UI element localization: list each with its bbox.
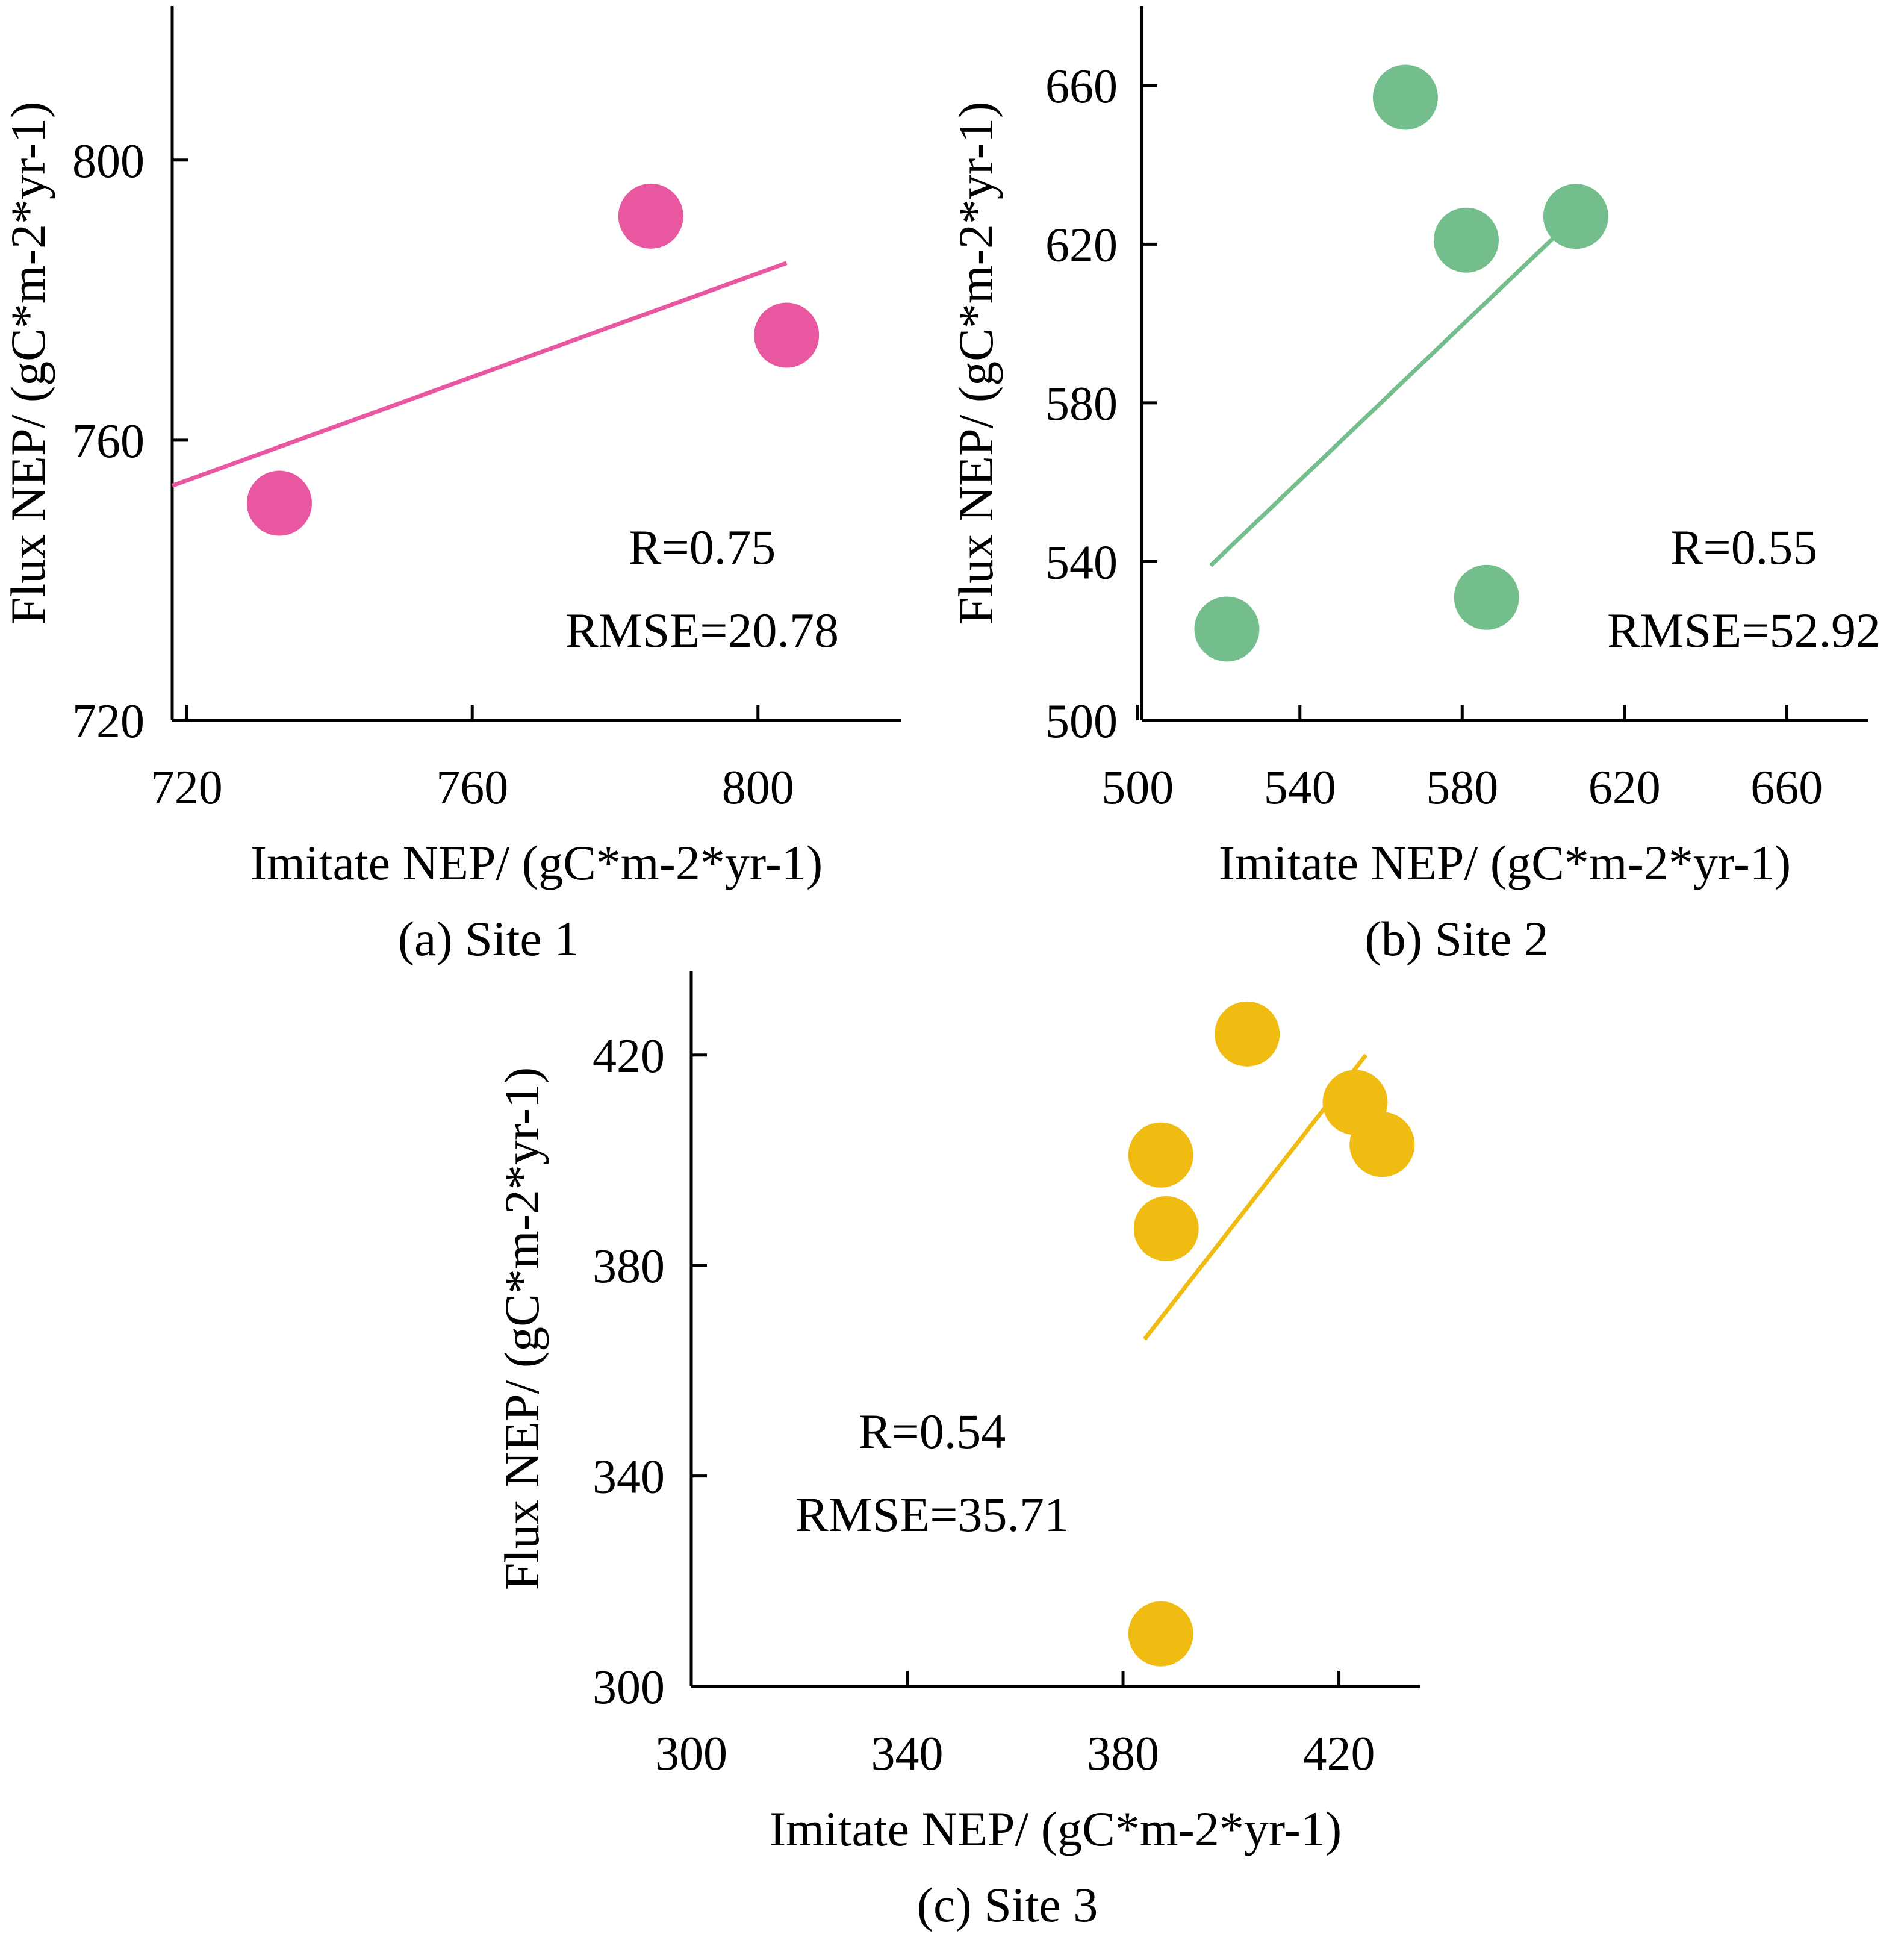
rmse-label: RMSE=52.92 — [1607, 603, 1881, 658]
chart-panel-site3: 300 340 380 420 300 340 380 420 Imitate NEP/ (gC… — [494, 971, 1420, 1932]
x-axis-title: Imitate NEP/ (gC*m-2*yr-1) — [1219, 835, 1791, 890]
r-value-label: R=0.54 — [859, 1404, 1006, 1459]
data-point — [246, 470, 312, 536]
chart-panel-site1: 720 760 800 720 760 800 Imitate NEP/ (gC*m-2*y… — [1, 6, 901, 966]
data-point — [1349, 1112, 1415, 1177]
y-tick-label: 580 — [1045, 378, 1118, 431]
y-axis-title: Flux NEP/ (gC*m-2*yr-1) — [1, 102, 55, 625]
data-point — [1372, 64, 1438, 130]
rmse-label: RMSE=35.71 — [795, 1487, 1069, 1542]
data-point — [754, 302, 820, 368]
x-tick-label: 760 — [436, 761, 508, 814]
x-tick-label: 500 — [1101, 761, 1174, 814]
y-tick-label: 620 — [1045, 219, 1118, 272]
x-tick-label: 380 — [1087, 1727, 1159, 1780]
data-point — [1194, 596, 1260, 662]
y-tick-label: 800 — [72, 135, 145, 188]
y-tick-label: 340 — [593, 1451, 665, 1504]
panel-caption: (c) Site 3 — [917, 1877, 1098, 1932]
x-axis-title: Imitate NEP/ (gC*m-2*yr-1) — [250, 835, 823, 890]
x-tick-label: 720 — [151, 761, 223, 814]
y-tick-label: 300 — [593, 1661, 665, 1714]
data-point — [1133, 1196, 1199, 1262]
x-tick-label: 340 — [871, 1727, 944, 1780]
r-value-label: R=0.55 — [1670, 520, 1817, 575]
chart-panel-site2: 500 540 580 620 660 500 540 580 620 660 Imitate NE… — [948, 6, 1881, 966]
regression-line — [1209, 222, 1569, 567]
y-tick-label: 760 — [72, 415, 145, 468]
x-tick-label: 620 — [1588, 761, 1661, 814]
data-point — [1128, 1122, 1193, 1188]
rmse-label: RMSE=20.78 — [565, 603, 839, 658]
y-axis-title: Flux NEP/ (gC*m-2*yr-1) — [948, 102, 1003, 625]
regression-line — [171, 261, 788, 488]
panel-caption: (b) Site 2 — [1364, 911, 1548, 966]
x-tick-label: 420 — [1303, 1727, 1375, 1780]
y-tick-label: 420 — [593, 1030, 665, 1083]
x-tick-label: 800 — [722, 761, 794, 814]
y-tick-label: 540 — [1045, 536, 1118, 589]
data-point — [1454, 564, 1519, 630]
x-tick-label: 540 — [1264, 761, 1336, 814]
data-point — [1128, 1601, 1193, 1667]
data-point — [1433, 207, 1499, 273]
data-point — [618, 183, 683, 249]
y-tick-label: 660 — [1045, 60, 1118, 113]
r-value-label: R=0.75 — [629, 520, 776, 575]
y-tick-label: 380 — [593, 1240, 665, 1293]
panel-caption: (a) Site 1 — [398, 911, 579, 966]
x-axis-title: Imitate NEP/ (gC*m-2*yr-1) — [770, 1801, 1342, 1856]
y-tick-label: 500 — [1045, 695, 1118, 748]
x-tick-label: 300 — [655, 1727, 727, 1780]
data-point — [1543, 184, 1608, 249]
x-tick-label: 580 — [1426, 761, 1498, 814]
data-point — [1215, 1001, 1280, 1067]
y-tick-label: 720 — [72, 695, 145, 748]
x-tick-label: 660 — [1750, 761, 1823, 814]
y-axis-title: Flux NEP/ (gC*m-2*yr-1) — [494, 1067, 549, 1590]
